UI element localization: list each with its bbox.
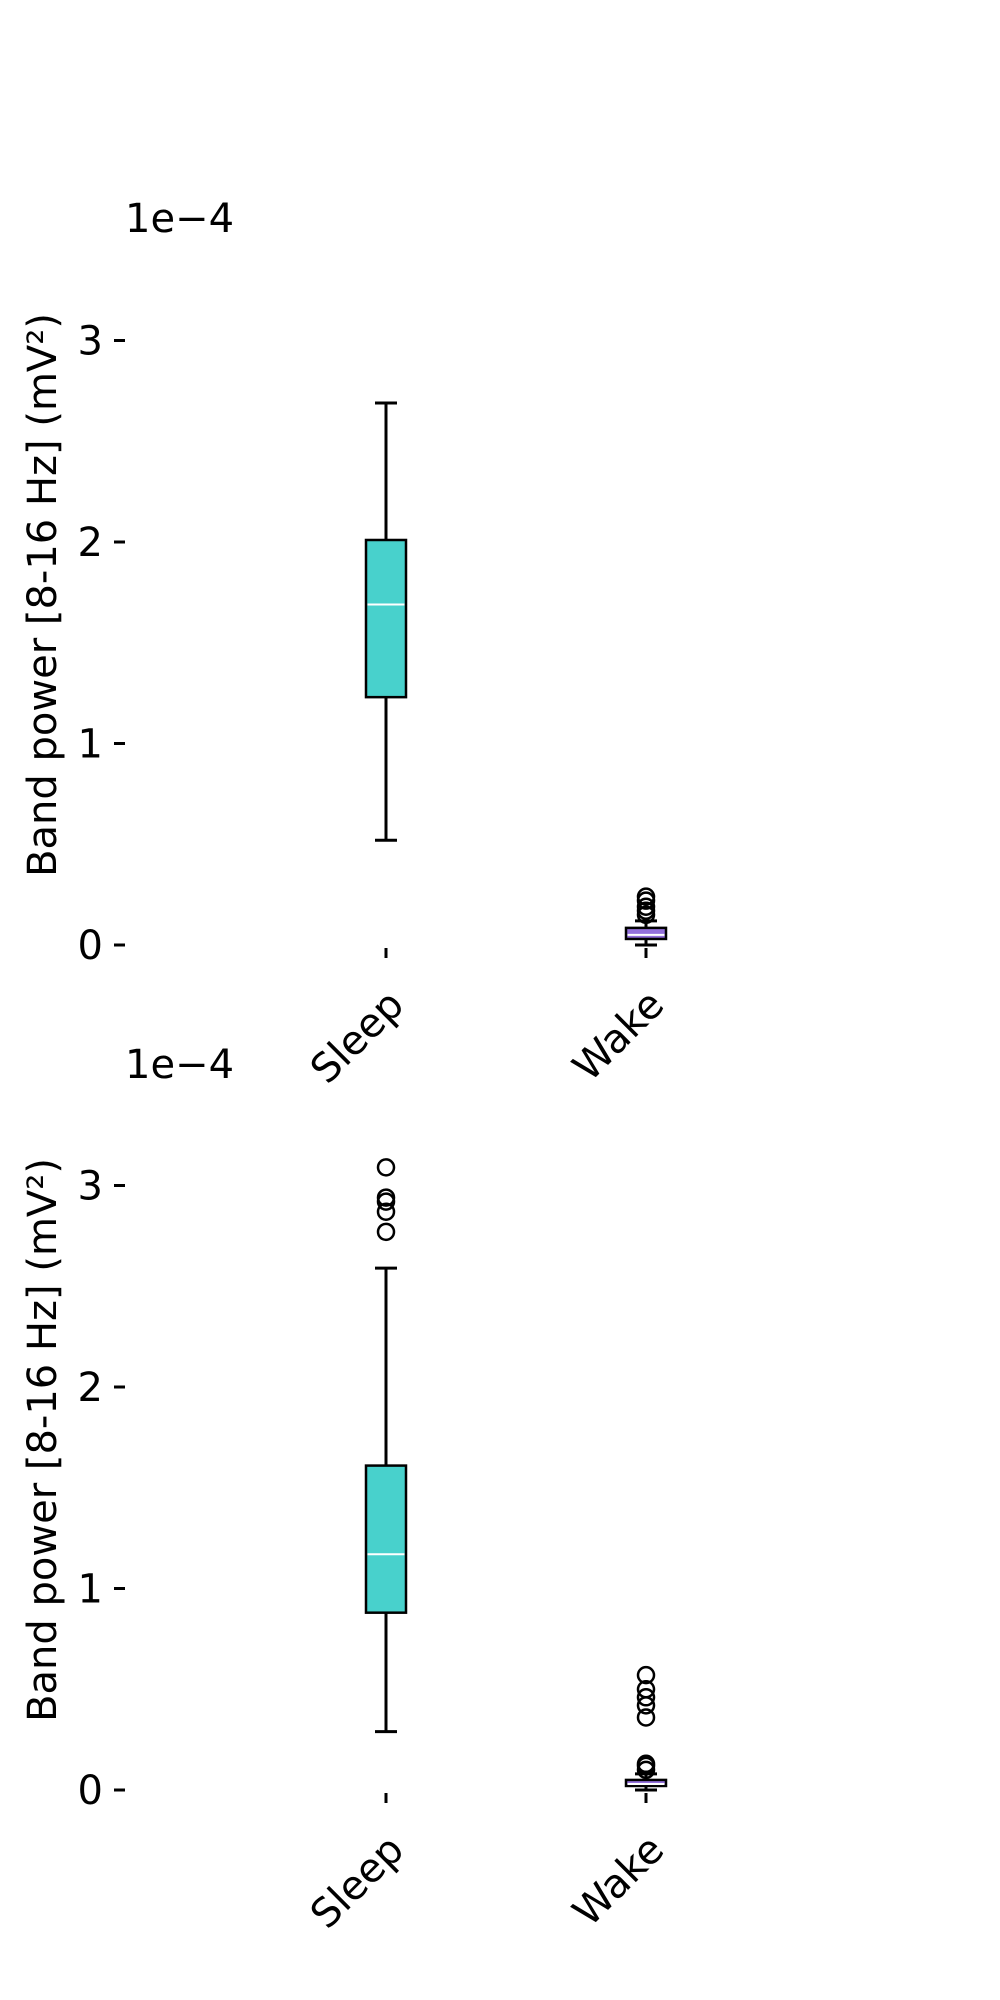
x-tick-label-sleep: Sleep <box>302 1827 413 1938</box>
outlier-sleep <box>376 1188 396 1207</box>
x-tick-label-wake: Wake <box>564 1827 673 1936</box>
outlier-wake <box>636 887 656 906</box>
outlier-wake <box>636 897 656 916</box>
outlier-sleep <box>376 1202 396 1221</box>
box-wake <box>624 1778 668 1788</box>
y-tick-label: 1 <box>78 1567 103 1613</box>
y-tick-label: 0 <box>78 923 103 969</box>
y-axis-label: Band power [8-16 Hz] (mV²) <box>20 313 66 877</box>
scale-label: 1e−4 <box>125 1042 234 1088</box>
scale-label: 1e−4 <box>125 196 234 242</box>
outlier-wake <box>636 1708 656 1727</box>
outlier-wake <box>636 1680 656 1699</box>
x-tick-label-sleep: Sleep <box>302 982 413 1093</box>
outlier-sleep <box>376 1158 396 1177</box>
y-tick-label: 2 <box>78 1365 103 1411</box>
boxplot-panel-2: 1e−4 Band power [8-16 Hz] (mV²) 0 1 2 3 Sleep W… <box>20 1042 673 1938</box>
box-wake <box>624 926 668 941</box>
box-sleep <box>364 1464 408 1614</box>
boxplot-panel-1: 1e−4 Band power [8-16 Hz] (mV²) 0 1 2 3 Sleep W… <box>20 196 673 1093</box>
x-tick-label-wake: Wake <box>564 982 673 1091</box>
outlier-wake <box>636 1665 656 1685</box>
y-tick-label: 3 <box>78 319 103 365</box>
y-tick-label: 0 <box>78 1768 103 1814</box>
y-tick-label: 2 <box>78 520 103 566</box>
y-tick-label: 3 <box>78 1164 103 1210</box>
outlier-wake <box>636 1754 656 1774</box>
y-tick-label: 1 <box>78 722 103 768</box>
y-axis-label: Band power [8-16 Hz] (mV²) <box>20 1158 66 1722</box>
outlier-sleep <box>376 1222 396 1242</box>
outlier-wake <box>636 1688 656 1707</box>
box-sleep <box>364 538 408 699</box>
